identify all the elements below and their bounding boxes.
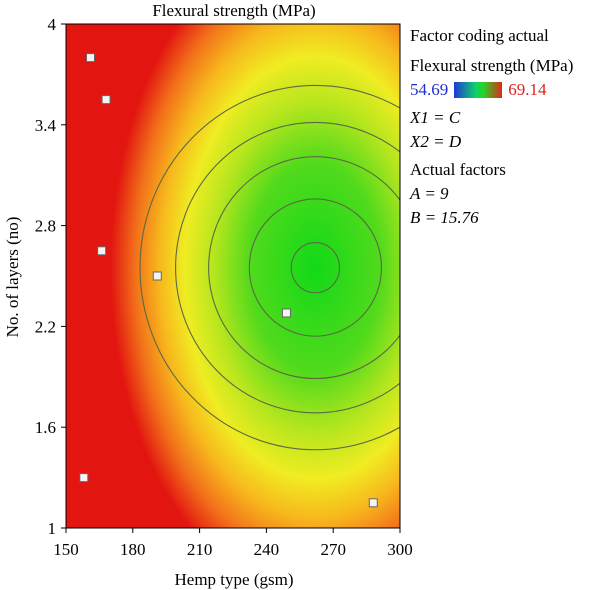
contour-line [290,241,341,294]
x-axis: 150 180 210 240 270 300 [53,528,413,559]
y-tick-label: 4 [48,15,57,34]
design-point [368,498,378,508]
x-tick-label: 210 [187,540,213,559]
y-tick-label: 3.4 [35,116,57,135]
y-tick-label: 2.2 [35,317,56,336]
x-axis-label: Hemp type (gsm) [175,570,294,589]
contour-line [175,121,400,414]
legend-panel: Factor coding actual Flexural strength (… [410,24,573,230]
y-tick-label: 1.6 [35,418,56,437]
actual-factors-label: Actual factors [410,160,506,179]
x-tick-label: 300 [387,540,413,559]
x2-factor: X2 = D [410,132,462,151]
contour-line [139,84,400,451]
response-label: Flexural strength (MPa) [410,56,574,75]
factor-a-value: A = 9 [410,184,449,203]
design-point [79,473,89,483]
design-point [85,53,95,63]
scale-min-label: 54.69 [410,80,449,99]
design-point [101,95,111,105]
x-tick-label: 270 [320,540,346,559]
scale-max-label: 69.14 [508,80,547,99]
x-tick-label: 240 [254,540,280,559]
design-point [281,308,291,318]
factor-b-value: B = 15.76 [410,208,479,227]
x-tick-label: 150 [53,540,79,559]
y-tick-label: 1 [48,519,57,538]
contour-lines [139,84,400,451]
y-tick-label: 2.8 [35,217,56,236]
factor-coding-label: Factor coding actual [410,26,549,45]
plot-frame [65,23,401,529]
contour-line [208,156,400,379]
color-scale: 54.69 69.14 [410,78,573,102]
x1-factor: X1 = C [410,108,461,127]
response-surface [66,24,400,528]
chart-title: Flexural strength (MPa) [152,1,315,20]
y-axis: 1 1.6 2.2 2.8 3.4 4 [35,15,66,538]
design-point [97,246,107,256]
contour-line [248,198,383,337]
color-scale-bar [454,82,503,98]
design-point [152,271,162,281]
x-tick-label: 180 [120,540,146,559]
design-points [79,53,378,508]
y-axis-label: No. of layers (no) [3,217,22,338]
